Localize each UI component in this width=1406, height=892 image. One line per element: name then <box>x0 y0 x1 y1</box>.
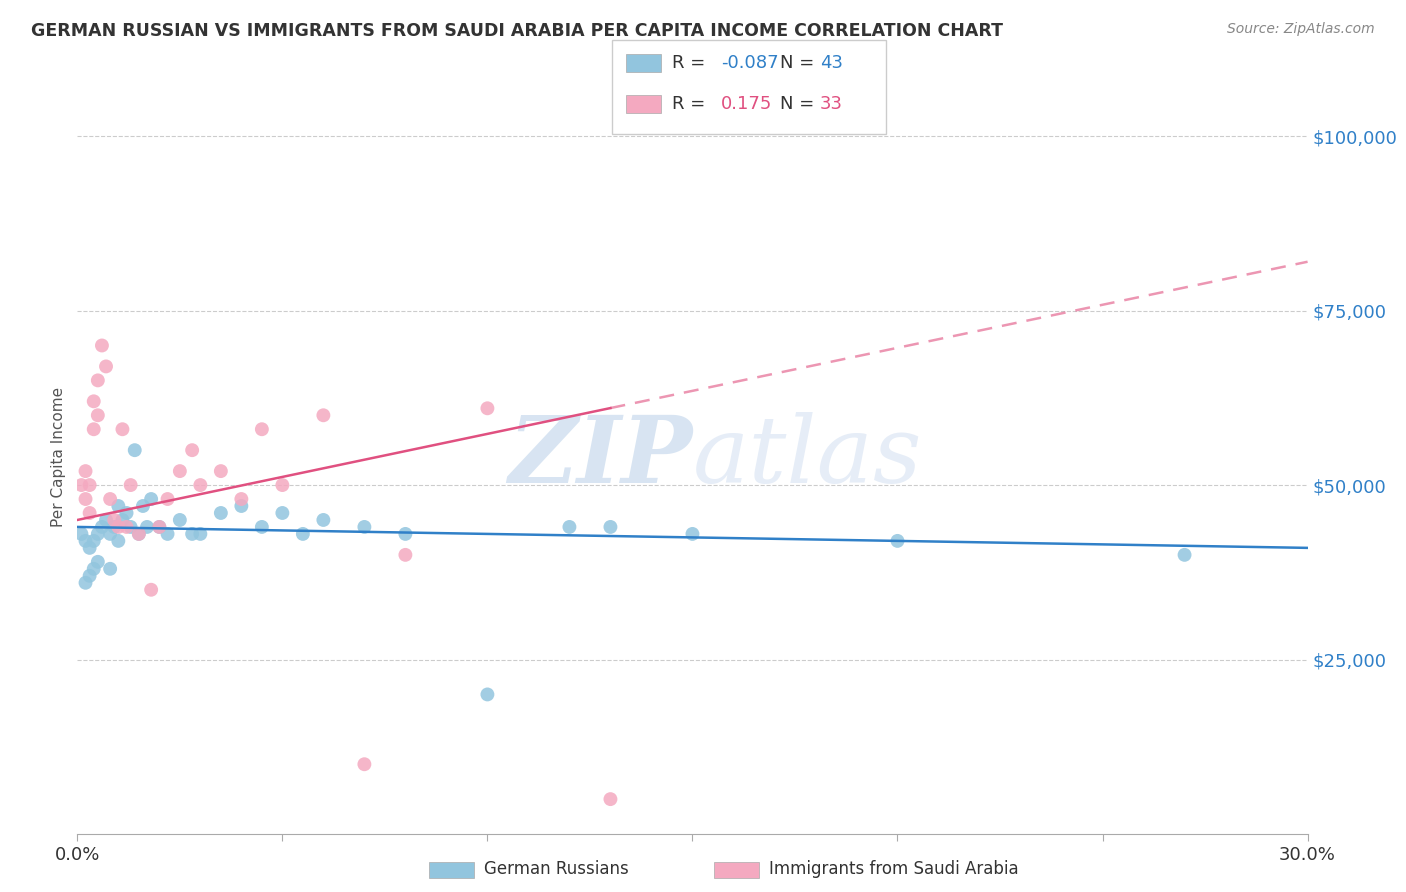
Point <box>103 520 125 534</box>
Point <box>682 527 704 541</box>
Point <box>156 491 179 506</box>
Text: German Russians: German Russians <box>484 860 628 878</box>
Point <box>98 527 121 541</box>
Point <box>886 533 908 548</box>
Y-axis label: Per Capita Income: Per Capita Income <box>51 387 66 527</box>
Point <box>291 527 314 541</box>
Point <box>103 513 125 527</box>
Point <box>120 478 142 492</box>
Point <box>115 506 138 520</box>
Point <box>87 555 110 569</box>
Point <box>79 569 101 583</box>
Point <box>599 792 621 806</box>
Text: 0.175: 0.175 <box>721 95 773 113</box>
Point <box>75 533 97 548</box>
Point <box>141 582 163 597</box>
Point <box>94 513 117 527</box>
Point <box>87 373 110 387</box>
Point <box>111 513 134 527</box>
Point <box>181 527 204 541</box>
Point <box>98 562 121 576</box>
Point <box>188 527 212 541</box>
Point <box>107 499 129 513</box>
Point <box>111 422 134 436</box>
Point <box>169 513 191 527</box>
Point <box>107 520 129 534</box>
Point <box>70 478 93 492</box>
Point <box>83 394 105 409</box>
Point <box>1174 548 1197 562</box>
Point <box>75 464 97 478</box>
Point <box>231 499 253 513</box>
Text: Immigrants from Saudi Arabia: Immigrants from Saudi Arabia <box>769 860 1019 878</box>
Point <box>477 401 499 416</box>
Text: ZIP: ZIP <box>508 412 693 502</box>
Point <box>271 506 294 520</box>
Point <box>148 520 170 534</box>
Point <box>83 562 105 576</box>
Point <box>156 527 179 541</box>
Text: R =: R = <box>672 95 711 113</box>
Point <box>136 520 159 534</box>
Text: N =: N = <box>780 54 820 72</box>
Point <box>599 520 621 534</box>
Point <box>98 491 121 506</box>
Text: N =: N = <box>780 95 820 113</box>
Point <box>209 464 232 478</box>
Point <box>70 527 93 541</box>
Text: Source: ZipAtlas.com: Source: ZipAtlas.com <box>1227 22 1375 37</box>
Point <box>312 409 335 423</box>
Point <box>79 478 101 492</box>
Point <box>107 533 129 548</box>
Point <box>169 464 191 478</box>
Point <box>79 541 101 555</box>
Point <box>231 491 253 506</box>
Text: R =: R = <box>672 54 711 72</box>
Point <box>181 443 204 458</box>
Point <box>250 520 273 534</box>
Point <box>87 527 110 541</box>
Point <box>94 359 117 374</box>
Point <box>120 520 142 534</box>
Point <box>115 520 138 534</box>
Text: GERMAN RUSSIAN VS IMMIGRANTS FROM SAUDI ARABIA PER CAPITA INCOME CORRELATION CHA: GERMAN RUSSIAN VS IMMIGRANTS FROM SAUDI … <box>31 22 1002 40</box>
Point <box>558 520 581 534</box>
Point <box>271 478 294 492</box>
Text: 43: 43 <box>820 54 842 72</box>
Point <box>250 422 273 436</box>
Text: 33: 33 <box>820 95 842 113</box>
Text: atlas: atlas <box>693 412 922 502</box>
Point <box>75 575 97 590</box>
Point <box>90 520 114 534</box>
Point <box>128 527 150 541</box>
Point <box>90 338 114 352</box>
Point <box>75 491 97 506</box>
Point <box>132 499 155 513</box>
Point <box>394 527 416 541</box>
Point <box>141 491 163 506</box>
Point <box>83 422 105 436</box>
Point <box>128 527 150 541</box>
Point <box>124 443 146 458</box>
Point <box>87 409 110 423</box>
Point <box>188 478 212 492</box>
Point <box>209 506 232 520</box>
Point <box>148 520 170 534</box>
Point <box>353 757 375 772</box>
Point <box>477 688 499 702</box>
Point <box>312 513 335 527</box>
Point <box>79 506 101 520</box>
Point <box>353 520 375 534</box>
Text: -0.087: -0.087 <box>721 54 779 72</box>
Point <box>394 548 416 562</box>
Point <box>83 533 105 548</box>
